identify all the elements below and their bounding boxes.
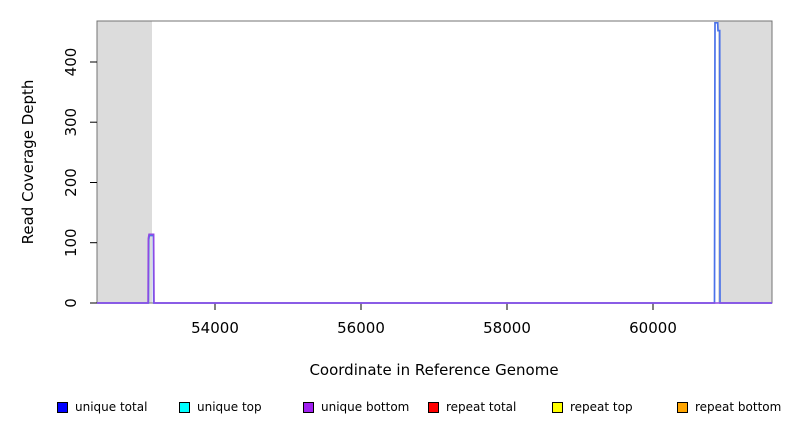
plot-border <box>96 20 773 304</box>
series-unique-total <box>97 21 772 304</box>
y-axis-title: Read Coverage Depth <box>19 79 37 245</box>
y-tick-label: 0 <box>62 298 80 308</box>
out-of-range-band <box>97 21 152 303</box>
x-tick-label: 58000 <box>483 319 531 337</box>
y-tick-label: 200 <box>62 168 80 197</box>
series-unique-bottom <box>97 233 772 304</box>
x-axis-title: Coordinate in Reference Genome <box>309 361 559 379</box>
out-of-range-band <box>718 21 772 303</box>
y-tick-label: 300 <box>62 108 80 137</box>
x-tick-label: 56000 <box>337 319 385 337</box>
y-tick-label: 100 <box>62 228 80 257</box>
y-tick-label: 400 <box>62 48 80 77</box>
x-tick-label: 54000 <box>191 319 239 337</box>
x-tick-label: 60000 <box>629 319 677 337</box>
